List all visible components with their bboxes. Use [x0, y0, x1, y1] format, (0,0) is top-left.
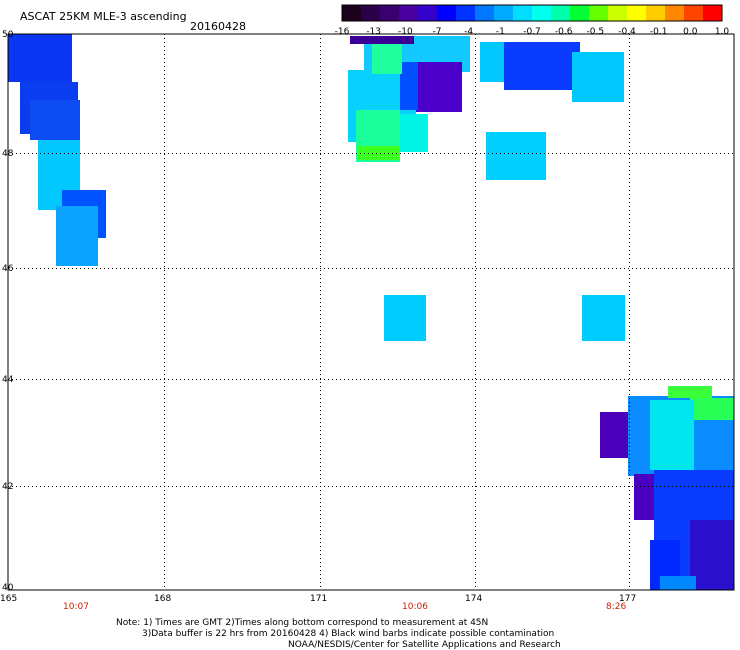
lon-label-165: 165	[0, 594, 17, 604]
color-bar-segment	[418, 5, 438, 21]
color-bar-label: -10	[398, 27, 413, 37]
color-bar-label: -0.4	[618, 27, 636, 37]
note-line-2: 3)Data buffer is 22 hrs from 20160428 4)…	[142, 629, 554, 639]
color-bar-label: -16	[335, 27, 350, 37]
color-bar-labels: -16 -13 -10 -7 -4 -1 -0.7 -0.6 -0.5 -0.4 -0.1 0.0 1.…	[335, 27, 730, 37]
lat-label-44: 44	[2, 375, 14, 385]
note-line-1: Note: 1) Times are GMT 2)Times along bot…	[116, 618, 488, 628]
pass-time-1: 10:07	[63, 602, 89, 612]
color-bar-segment	[551, 5, 571, 21]
pass-time-2: 10:06	[402, 602, 428, 612]
color-bar-label: -0.1	[650, 27, 668, 37]
color-bar-label: -1	[496, 27, 505, 37]
map-date: 20160428	[190, 20, 246, 33]
color-bar-segment	[627, 5, 647, 21]
note-line-3: NOAA/NESDIS/Center for Satellite Applica…	[288, 640, 561, 650]
color-bar-label: -13	[366, 27, 381, 37]
lat-label-40: 40	[2, 583, 14, 593]
color-bar-segment	[608, 5, 628, 21]
swath-top-right	[480, 42, 624, 180]
color-bar-label: -0.5	[587, 27, 605, 37]
color-bar-segment	[361, 5, 381, 21]
lat-label-42: 42	[2, 482, 13, 492]
color-bar-label: -0.6	[555, 27, 573, 37]
color-bar-label: 1.0	[715, 27, 730, 37]
color-bar-segment	[380, 5, 400, 21]
color-bar-segment	[437, 5, 457, 21]
color-bar-segment	[684, 5, 704, 21]
lat-label-48: 48	[2, 149, 14, 159]
swath-bottom-right	[600, 386, 734, 590]
color-bar-segment	[513, 5, 533, 21]
plot-frame	[7, 33, 735, 591]
data-swaths	[8, 34, 734, 590]
lon-label-171: 171	[310, 594, 327, 604]
color-bar-segment	[456, 5, 476, 21]
lon-label-168: 168	[154, 594, 171, 604]
color-bar-segment	[665, 5, 685, 21]
color-bar-frame	[341, 4, 723, 22]
lon-label-177: 177	[619, 594, 636, 604]
cell-isolated-2	[582, 295, 625, 341]
color-bar-label: -4	[464, 27, 473, 37]
swath-top-center	[348, 36, 470, 162]
color-bar-segment	[342, 5, 362, 21]
color-bar-segment	[475, 5, 495, 21]
color-bar-segment	[494, 5, 514, 21]
color-bar-segment	[570, 5, 590, 21]
color-bar-label: -7	[433, 27, 442, 37]
lon-label-174: 174	[465, 594, 482, 604]
color-bar	[342, 5, 723, 21]
color-bar-label: -0.7	[523, 27, 541, 37]
map-title: ASCAT 25KM MLE-3 ascending	[20, 10, 187, 23]
cell-isolated-1	[384, 295, 426, 341]
color-bar-segment	[589, 5, 609, 21]
lat-label-50: 50	[2, 30, 14, 40]
gridlines	[8, 34, 734, 590]
lat-label-46: 46	[2, 264, 14, 274]
swath-left	[8, 34, 106, 266]
color-bar-segment	[399, 5, 419, 21]
color-bar-segment	[532, 5, 552, 21]
color-bar-segment	[703, 5, 723, 21]
color-bar-segment	[646, 5, 666, 21]
pass-time-3: 8:26	[606, 602, 626, 612]
color-bar-label: 0.0	[683, 27, 698, 37]
